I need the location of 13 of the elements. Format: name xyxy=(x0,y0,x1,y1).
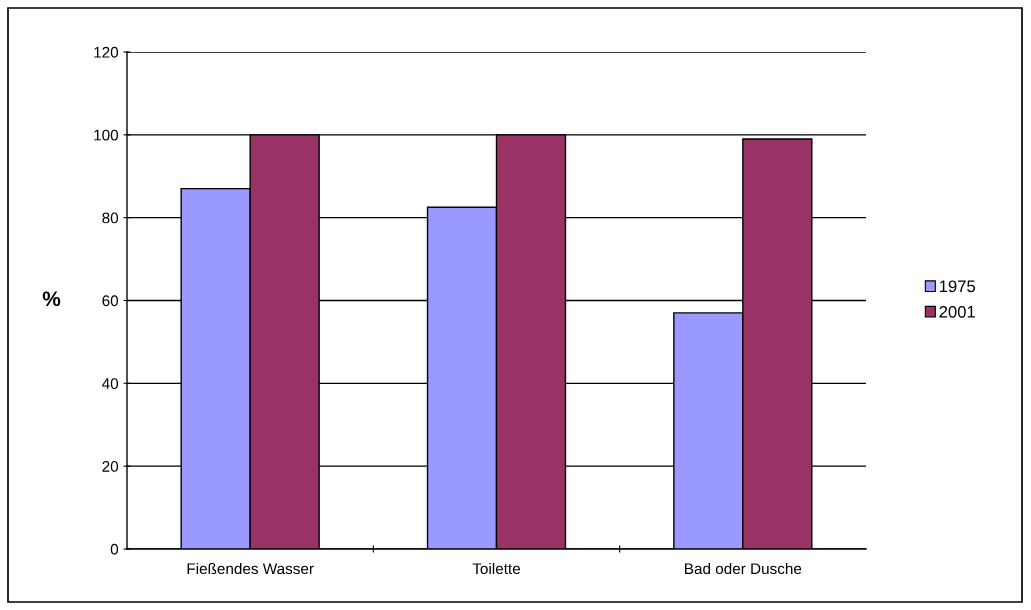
x-tick-label: Bad oder Dusche xyxy=(685,562,802,575)
x-tick-label: Toilette xyxy=(472,562,521,575)
y-axis-title: % xyxy=(42,291,61,307)
y-tick-label: 100 xyxy=(94,129,119,141)
y-tick-label: 20 xyxy=(102,461,119,472)
y-tick-label: 120 xyxy=(94,46,119,58)
y-tick-label: 40 xyxy=(102,378,119,390)
legend-label: 1975 xyxy=(939,280,976,293)
y-tick-label: 60 xyxy=(102,295,119,307)
legend-label: 2001 xyxy=(939,305,975,318)
y-tick-label: 0 xyxy=(110,543,119,555)
y-tick-label: 80 xyxy=(102,212,119,224)
x-tick-label: Fießendes Wasser xyxy=(187,562,314,575)
